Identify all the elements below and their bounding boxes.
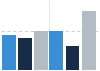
Bar	[66, 46, 80, 70]
Bar	[34, 31, 48, 70]
Bar	[18, 38, 32, 70]
Bar	[82, 11, 96, 70]
Bar	[50, 31, 63, 70]
Bar	[2, 35, 16, 70]
